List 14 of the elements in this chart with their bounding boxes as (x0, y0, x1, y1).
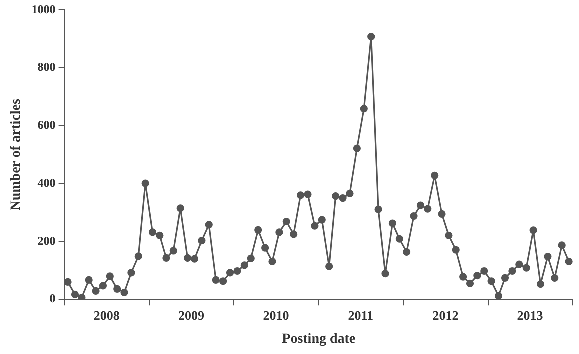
y-tick-label: 1000 (32, 2, 56, 16)
x-axis-title: Posting date (282, 332, 356, 348)
y-tick-label: 200 (38, 234, 56, 248)
y-tick-label: 600 (38, 118, 56, 132)
x-tick-label: 2011 (348, 308, 374, 323)
x-tick-label: 2013 (517, 308, 544, 323)
x-tick-label: 2010 (263, 308, 290, 323)
y-tick-label: 800 (38, 60, 56, 74)
y-axis-title: Number of articles (9, 98, 24, 211)
x-tick-label: 2008 (94, 308, 120, 323)
y-tick-label: 400 (38, 176, 56, 190)
x-tick-label: 2009 (178, 308, 205, 323)
y-tick-label: 0 (50, 292, 56, 306)
x-tick-label: 2012 (432, 308, 459, 323)
